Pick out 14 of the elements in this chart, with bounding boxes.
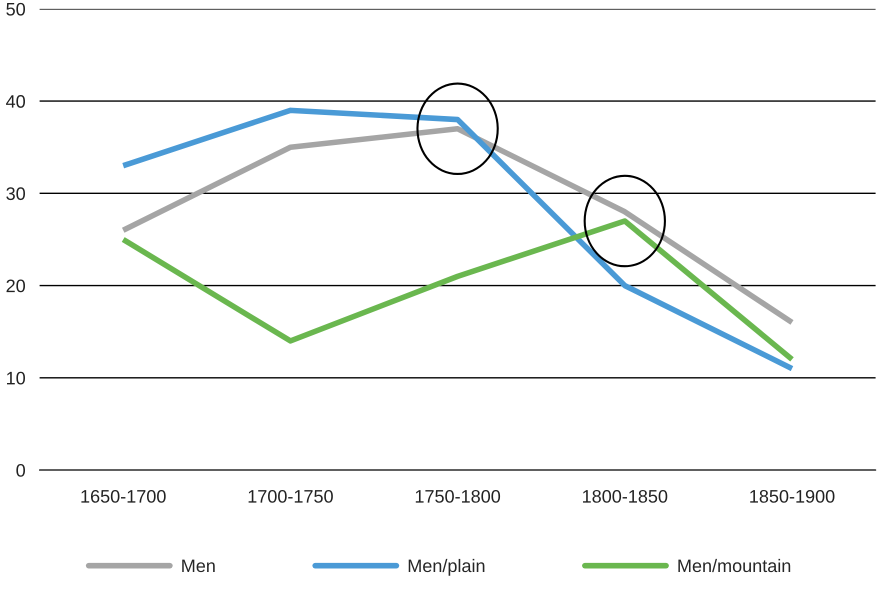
y-tick-label: 20 <box>6 280 26 292</box>
legend-label: Men <box>182 560 215 572</box>
x-tick-label: 1850-1900 <box>750 490 834 503</box>
legend-label: Men/plain <box>408 558 484 576</box>
y-tick-label: 10 <box>7 372 26 385</box>
y-tick-label: 50 <box>6 2 26 16</box>
x-tick-label: 1700-1750 <box>248 490 333 503</box>
legend-label: Men/mountain <box>678 558 790 572</box>
y-tick-label: 0 <box>16 464 26 477</box>
x-tick-label: 1650-1700 <box>81 490 166 503</box>
x-tick-label: 1800-1850 <box>583 490 668 503</box>
x-tick-label: 1750-1800 <box>416 490 500 503</box>
y-tick-label: 40 <box>6 95 26 108</box>
y-tick-label: 30 <box>6 187 26 200</box>
